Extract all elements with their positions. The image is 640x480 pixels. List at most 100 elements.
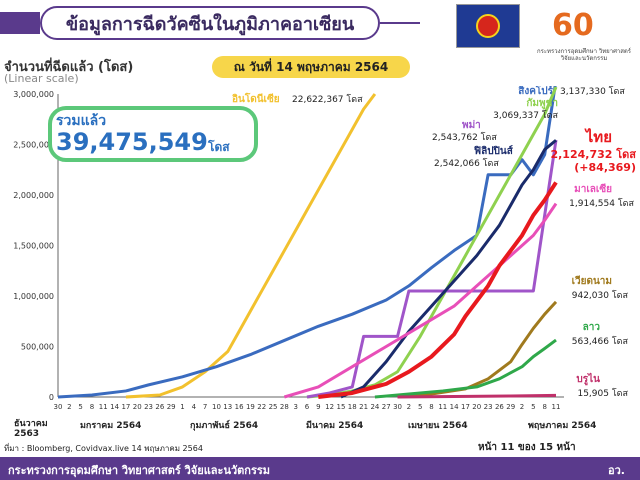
series-name-label: บรูไน [576, 372, 600, 386]
x-tick-label: 21 [359, 403, 368, 411]
total-value: 39,475,549 [56, 128, 208, 156]
month-label-apr: เมษายน 2564 [408, 421, 468, 431]
x-tick-label: 19 [246, 403, 255, 411]
series-value-label: 942,030 โดส [572, 290, 629, 301]
page-title: ข้อมูลการฉีดวัคซีนในภูมิภาคอาเซียน [65, 13, 355, 35]
x-tick-label: 27 [382, 403, 391, 411]
y-tick-label: 1,000,000 [13, 292, 54, 301]
x-tick-label: 2 [520, 403, 524, 411]
series-name-label: พม่า [462, 119, 481, 131]
series-line-0 [125, 93, 377, 399]
series-name-label: กัมพูชา [526, 97, 558, 110]
asean-emblem-icon [476, 14, 500, 38]
syringe-needle-graphic [380, 22, 420, 24]
x-tick-label: 23 [144, 403, 153, 411]
x-tick-label: 14 [450, 403, 459, 411]
x-tick-label: 26 [155, 403, 164, 411]
x-tick-label: 18 [348, 403, 357, 411]
series-value-label: 563,466 โดส [572, 336, 629, 347]
x-tick-label: 1 [180, 403, 184, 411]
series-line-6 [283, 202, 558, 399]
series-value-label: 2,543,762 โดส [432, 132, 497, 143]
x-tick-label: 29 [506, 403, 515, 411]
month-label-mar: มีนาคม 2564 [306, 421, 364, 431]
x-tick-label: 3 [293, 403, 297, 411]
x-tick-label: 30 [54, 403, 63, 411]
x-tick-label: 24 [370, 403, 379, 411]
x-tick-label: 8 [429, 403, 433, 411]
x-tick-label: 7 [203, 403, 207, 411]
series-value-label: 22,622,367 โดส [292, 94, 363, 105]
x-tick-label: 28 [280, 403, 289, 411]
x-tick-label: 30 [393, 403, 402, 411]
x-tick-label: 22 [257, 403, 266, 411]
x-tick-label: 29 [167, 403, 176, 411]
series-line-4 [340, 139, 557, 399]
x-tick-label: 20 [133, 403, 142, 411]
series-value-label: 2,124,732 โดส [550, 147, 636, 161]
series-name-label: มาเลเซีย [574, 183, 612, 195]
series-value-label: 2,542,066 โดส [434, 158, 499, 169]
series-value-label: 3,137,330 โดส [560, 86, 625, 97]
x-tick-label: 15 [336, 403, 345, 411]
y-tick-label: 2,500,000 [13, 141, 54, 150]
series-line-1 [57, 86, 557, 399]
x-tick-label: 17 [461, 403, 470, 411]
x-tick-label: 13 [223, 403, 232, 411]
footer-abbr: อว. [608, 464, 625, 477]
month-label-jan: มกราคม 2564 [80, 421, 142, 431]
footer-bar [0, 457, 640, 480]
x-tick-label: 14 [110, 403, 119, 411]
ministry-logo-text: กระทรวงการอุดมศึกษา วิทยาศาสตร์ วิจัยและ… [536, 48, 632, 63]
y-axis-label: จำนวนที่ฉีดแล้ว (โดส) [4, 60, 134, 75]
x-tick-label: 2 [407, 403, 411, 411]
x-tick-label: 11 [438, 403, 447, 411]
total-box [48, 106, 258, 162]
total-unit: โดส [208, 140, 230, 154]
x-tick-label: 5 [418, 403, 422, 411]
y-tick-label: 500,000 [21, 343, 54, 352]
series-line-5 [318, 181, 558, 399]
series-value-label: 3,069,337 โดส [493, 110, 558, 121]
x-tick-label: 8 [90, 403, 94, 411]
x-tick-label: 6 [305, 403, 310, 411]
ministry-logo-icon: 60 [552, 8, 594, 43]
series-line-3 [306, 139, 558, 399]
x-tick-label: 9 [316, 403, 320, 411]
month-label-dec: ธันวาคม 2563 [14, 419, 48, 439]
x-tick-label: 5 [531, 403, 535, 411]
series-line-8 [374, 338, 557, 399]
series-value-label: 15,905 โดส [577, 388, 628, 399]
y-tick-label: 2,000,000 [13, 191, 54, 200]
series-name-label: เวียดนาม [572, 275, 612, 287]
x-tick-label: 26 [495, 403, 504, 411]
series-note-label: (+84,369) [574, 161, 636, 174]
syringe-plunger-graphic [0, 12, 40, 34]
x-tick-label: 16 [235, 403, 244, 411]
x-tick-label: 2 [67, 403, 71, 411]
scale-note: (Linear scale) [4, 72, 79, 85]
total-label: รวมแล้ว [56, 113, 107, 129]
vaccination-line-chart: 0 500,000 1,000,000 1,500,000 2,000,000 2,500… [13, 86, 636, 411]
y-tick-label: 1,500,000 [13, 242, 54, 251]
page-number: หน้า 11 ของ 15 หน้า [478, 442, 576, 453]
x-tick-label: 25 [269, 403, 278, 411]
title-banner: ข้อมูลการฉีดวัคซีนในภูมิภาคอาเซียน [40, 6, 380, 40]
series-name-label: ไทย [584, 127, 612, 146]
x-tick-label: 20 [472, 403, 481, 411]
y-tick-label: 0 [49, 393, 54, 402]
x-tick-label: 11 [99, 403, 108, 411]
x-tick-label: 11 [552, 403, 561, 411]
source-note: ที่มา : Bloomberg, Covidvax.live 14 พฤษภ… [4, 444, 203, 453]
series-name-label: อินโดนีเซีย [232, 92, 280, 105]
footer-ministry: กระทรวงการอุดมศึกษา วิทยาศาสตร์ วิจัยและ… [8, 464, 271, 477]
x-tick-label: 17 [121, 403, 130, 411]
series-name-label: สิงคโปร์ [518, 86, 553, 97]
x-tick-label: 8 [542, 403, 546, 411]
series-name-label: ลาว [583, 322, 601, 333]
month-label-feb: กุมภาพันธ์ 2564 [190, 421, 259, 431]
x-tick-label: 5 [78, 403, 82, 411]
x-tick-label: 4 [192, 403, 197, 411]
y-tick-label: 3,000,000 [13, 90, 54, 99]
x-tick-label: 23 [484, 403, 493, 411]
